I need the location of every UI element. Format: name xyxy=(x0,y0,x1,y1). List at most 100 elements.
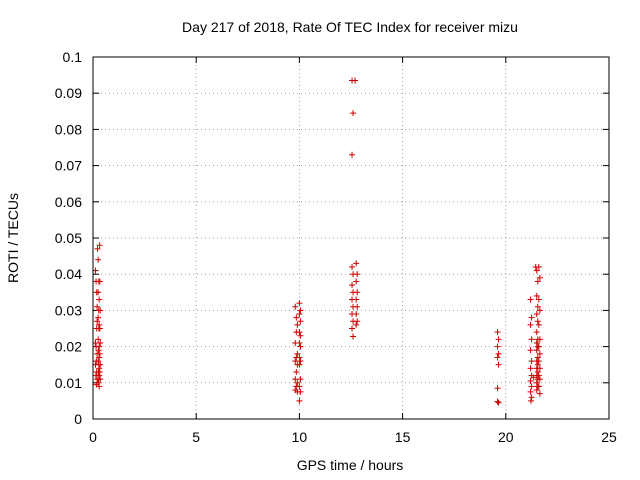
data-point xyxy=(494,343,501,350)
data-point xyxy=(353,311,360,318)
data-point xyxy=(527,388,534,395)
data-point xyxy=(533,267,540,274)
data-point xyxy=(354,289,361,296)
x-tick-label: 5 xyxy=(192,429,200,445)
data-point xyxy=(494,329,501,336)
data-point xyxy=(349,151,356,158)
data-point xyxy=(292,358,299,365)
data-point xyxy=(97,376,104,383)
data-point xyxy=(494,398,501,405)
data-point xyxy=(528,336,535,343)
data-point xyxy=(96,354,103,361)
data-point xyxy=(530,374,537,381)
data-point xyxy=(534,354,541,361)
data-point xyxy=(527,365,534,372)
data-point xyxy=(95,347,102,354)
data-point xyxy=(536,274,543,281)
data-point xyxy=(349,282,356,289)
data-point xyxy=(292,303,299,310)
data-point xyxy=(97,361,104,368)
data-point xyxy=(292,376,299,383)
data-point xyxy=(293,368,300,375)
data-point xyxy=(495,361,502,368)
data-point xyxy=(535,296,542,303)
y-tick-labels: 0 0.01 0.02 0.03 0.04 0.05 0.06 0.07 0.08 0.09 0.1 xyxy=(55,49,82,427)
data-point xyxy=(354,318,361,325)
data-point xyxy=(534,278,541,285)
data-point xyxy=(535,321,542,328)
data-point xyxy=(96,383,103,390)
data-point xyxy=(350,333,357,340)
data-point xyxy=(352,77,359,84)
data-point xyxy=(536,350,543,357)
data-point xyxy=(297,318,304,325)
data-point xyxy=(495,336,502,343)
data-point xyxy=(533,292,540,299)
data-point xyxy=(534,318,541,325)
data-point xyxy=(534,368,541,375)
axis-ticks xyxy=(92,56,610,420)
x-tick-labels: 0 5 10 15 20 25 xyxy=(89,429,617,445)
data-point xyxy=(533,339,540,346)
y-tick-label: 0.04 xyxy=(55,266,82,282)
data-point xyxy=(527,296,534,303)
data-point xyxy=(535,358,542,365)
data-point xyxy=(96,325,103,332)
data-point xyxy=(95,314,102,321)
data-point xyxy=(294,321,301,328)
data-point xyxy=(535,343,542,350)
y-tick-label: 0.03 xyxy=(55,302,82,318)
data-point xyxy=(536,336,543,343)
x-tick-label: 10 xyxy=(292,429,308,445)
y-tick-label: 0.05 xyxy=(55,230,82,246)
chart-title: Day 217 of 2018, Rate Of TEC Index for r… xyxy=(182,19,518,35)
data-point xyxy=(536,390,543,397)
data-point xyxy=(533,329,540,336)
data-point xyxy=(294,379,301,386)
data-point xyxy=(296,397,303,404)
data-point xyxy=(528,314,535,321)
data-point xyxy=(94,318,101,325)
y-axis-label: ROTI / TECUs xyxy=(5,193,21,283)
data-point xyxy=(96,242,103,249)
data-point xyxy=(296,383,303,390)
x-axis-label: GPS time / hours xyxy=(297,457,404,473)
data-points xyxy=(92,77,543,406)
data-point xyxy=(96,368,103,375)
data-point xyxy=(97,339,104,346)
data-point xyxy=(349,325,356,332)
data-point xyxy=(95,379,102,386)
data-point xyxy=(296,339,303,346)
data-point xyxy=(296,354,303,361)
data-point xyxy=(96,343,103,350)
data-point xyxy=(528,358,535,365)
y-tick-label: 0.09 xyxy=(55,85,82,101)
x-tick-label: 0 xyxy=(89,429,97,445)
data-point xyxy=(350,110,357,117)
data-point xyxy=(296,300,303,307)
data-point xyxy=(297,358,304,365)
x-tick-label: 25 xyxy=(601,429,617,445)
data-point xyxy=(494,385,501,392)
data-point xyxy=(94,303,101,310)
data-point xyxy=(96,350,103,357)
data-point xyxy=(354,303,361,310)
data-point xyxy=(533,311,540,318)
data-point xyxy=(297,332,304,339)
data-point xyxy=(528,394,535,401)
grid-lines xyxy=(93,57,609,419)
data-point xyxy=(96,365,103,372)
data-point xyxy=(533,379,540,386)
data-point xyxy=(536,365,543,372)
y-tick-label: 0.06 xyxy=(55,194,82,210)
data-point xyxy=(534,361,541,368)
data-point xyxy=(527,347,534,354)
x-tick-label: 15 xyxy=(395,429,411,445)
data-point xyxy=(95,289,102,296)
y-tick-label: 0.01 xyxy=(55,375,82,391)
data-point xyxy=(297,388,304,395)
data-point xyxy=(293,314,300,321)
data-point xyxy=(296,361,303,368)
data-point xyxy=(353,278,360,285)
